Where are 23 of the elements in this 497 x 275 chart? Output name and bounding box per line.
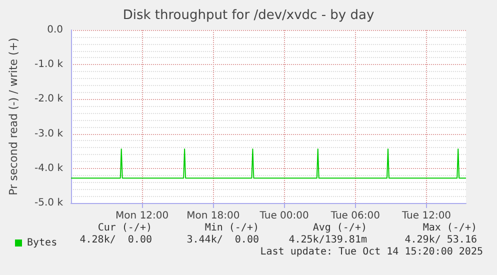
text: 4.28k/ 0.00 bbox=[80, 234, 152, 246]
text: 3.44k/ 0.00 bbox=[186, 234, 259, 246]
y-tick-label: 0.0 bbox=[47, 24, 63, 36]
y-tick-label: -1.0 k bbox=[34, 59, 64, 70]
text: 4.29k/ 53.16 bbox=[404, 234, 477, 246]
text: 4.25k/139.81m bbox=[288, 234, 367, 246]
y-tick-label: -3.0 k bbox=[34, 128, 64, 140]
y-tick-label: -4.0 k bbox=[34, 162, 64, 174]
text: Cur (-/+) bbox=[98, 222, 152, 234]
x-tick-label: Tue 12:00 bbox=[400, 210, 452, 222]
text: Avg (-/+) bbox=[312, 222, 367, 234]
text: Last update: Tue Oct 14 15:20:00 2025 bbox=[260, 246, 483, 258]
x-tick-label: Tue 00:00 bbox=[258, 210, 309, 222]
chart-title: Disk throughput for /dev/xvdc - by day bbox=[122, 8, 374, 23]
text: Max (-/+) bbox=[422, 222, 477, 234]
x-tick-label: Mon 12:00 bbox=[116, 210, 169, 222]
x-tick-label: Tue 06:00 bbox=[330, 210, 380, 222]
text: Min (-/+) bbox=[204, 222, 259, 234]
y-tick-label: -5.0 k bbox=[34, 198, 64, 208]
y-axis-title: Pr second read (-) / write (+) bbox=[7, 38, 20, 196]
x-tick-label: Mon 18:00 bbox=[186, 210, 240, 222]
y-tick-label: -2.0 k bbox=[34, 94, 64, 105]
legend-label: Bytes bbox=[27, 238, 58, 248]
